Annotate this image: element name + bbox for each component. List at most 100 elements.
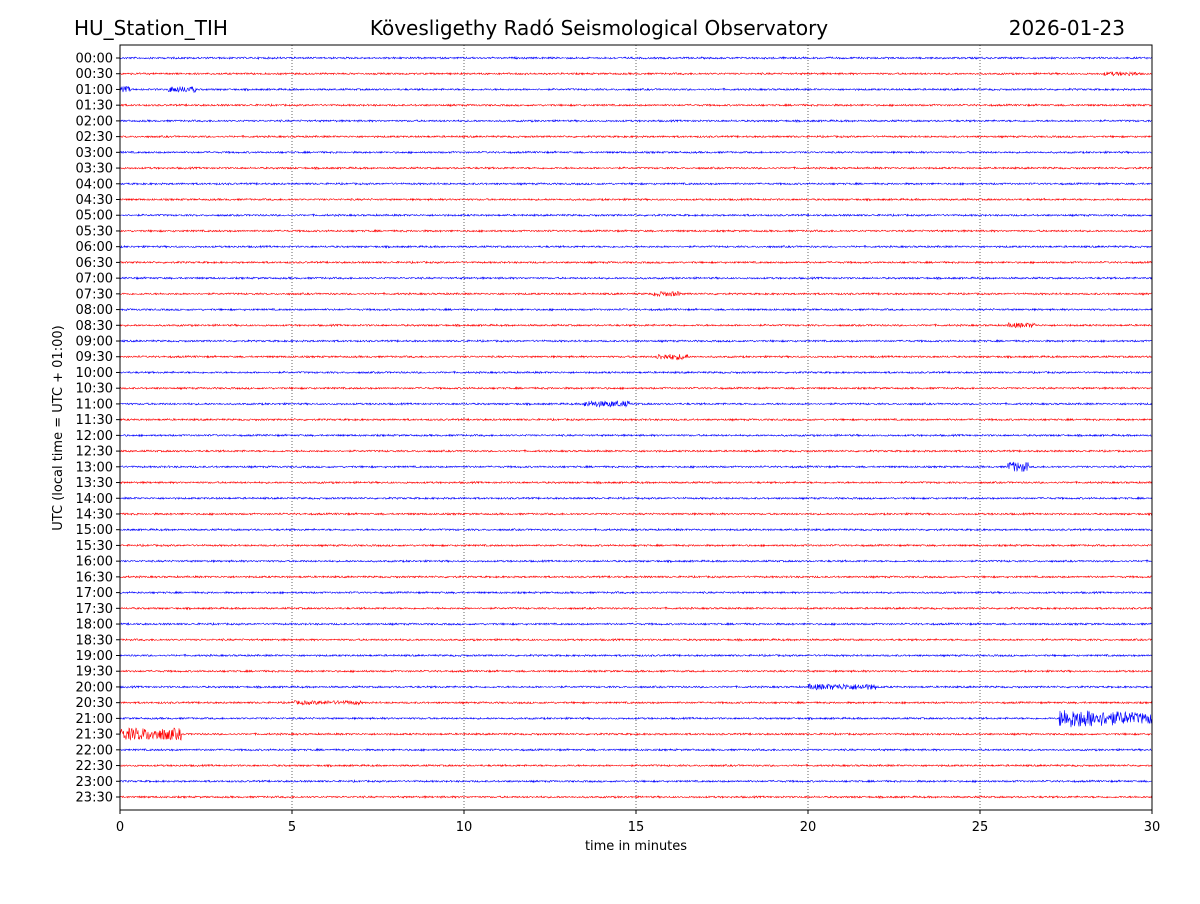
y-tick-label: 14:30 xyxy=(76,507,113,522)
trace-1130 xyxy=(119,417,1153,422)
trace-1030 xyxy=(119,386,1153,391)
trace-0830 xyxy=(119,322,1153,329)
y-tick-label: 18:30 xyxy=(76,633,113,648)
y-tick-label: 20:30 xyxy=(76,696,113,711)
trace-1300 xyxy=(119,461,1153,473)
x-tick-label: 25 xyxy=(972,820,989,835)
y-tick-label: 02:30 xyxy=(76,130,113,145)
trace-2300 xyxy=(119,779,1153,784)
trace-1000 xyxy=(119,370,1153,375)
y-tick-label: 04:30 xyxy=(76,193,113,208)
y-tick-label: 09:00 xyxy=(76,335,113,350)
trace-1900 xyxy=(119,653,1153,658)
y-tick-label: 04:00 xyxy=(76,177,113,192)
trace-0530 xyxy=(119,228,1153,233)
x-tick-label: 30 xyxy=(1144,820,1161,835)
trace-0800 xyxy=(119,307,1153,312)
y-tick-label: 16:30 xyxy=(76,570,113,585)
trace-0030 xyxy=(119,71,1153,77)
y-tick-label: 01:00 xyxy=(76,83,113,98)
grid-lines xyxy=(291,45,981,810)
y-tick-label: 23:00 xyxy=(76,775,113,790)
trace-2230 xyxy=(119,763,1153,768)
trace-1530 xyxy=(119,543,1153,548)
trace-0430 xyxy=(119,197,1153,202)
trace-0200 xyxy=(119,118,1153,123)
trace-0000 xyxy=(119,55,1153,61)
trace-1500 xyxy=(119,527,1153,532)
y-tick-label: 14:00 xyxy=(76,492,113,507)
trace-1800 xyxy=(119,621,1153,627)
trace-1830 xyxy=(119,637,1153,642)
trace-2000 xyxy=(119,683,1153,691)
chart-title: Kövesligethy Radó Seismological Observat… xyxy=(370,16,828,40)
trace-2330 xyxy=(120,795,1153,800)
trace-0100 xyxy=(119,85,1153,93)
y-tick-label: 08:00 xyxy=(76,303,113,318)
x-tick-label: 5 xyxy=(288,820,296,835)
trace-1400 xyxy=(119,496,1152,501)
traces xyxy=(119,55,1153,800)
y-tick-label: 15:00 xyxy=(76,523,113,538)
y-tick-label: 13:00 xyxy=(76,460,113,475)
trace-2200 xyxy=(119,747,1153,752)
y-tick-label: 21:00 xyxy=(76,712,113,727)
trace-0400 xyxy=(119,181,1153,186)
y-tick-label: 05:00 xyxy=(76,209,113,224)
trace-2130 xyxy=(119,727,1153,741)
y-tick-label: 06:00 xyxy=(76,240,113,255)
y-tick-label: 10:00 xyxy=(76,366,113,381)
y-tick-label: 06:30 xyxy=(76,256,113,271)
trace-1600 xyxy=(119,559,1153,564)
y-tick-label: 12:00 xyxy=(76,429,113,444)
trace-0900 xyxy=(119,338,1153,343)
y-tick-label: 18:00 xyxy=(76,618,113,633)
y-tick-label: 19:00 xyxy=(76,649,113,664)
trace-1330 xyxy=(119,480,1153,485)
trace-2100 xyxy=(119,710,1153,728)
y-tick-label: 10:30 xyxy=(76,382,113,397)
trace-1630 xyxy=(119,574,1153,579)
trace-1430 xyxy=(119,512,1153,517)
y-tick-label: 09:30 xyxy=(76,350,113,365)
trace-1230 xyxy=(119,448,1153,454)
trace-0230 xyxy=(119,134,1153,139)
trace-1200 xyxy=(119,433,1153,438)
y-tick-label: 16:00 xyxy=(76,555,113,570)
x-tick-label: 20 xyxy=(800,820,817,835)
trace-0600 xyxy=(119,244,1153,249)
y-tick-label: 13:30 xyxy=(76,476,113,491)
trace-2030 xyxy=(119,699,1153,706)
trace-0930 xyxy=(119,353,1153,361)
x-axis-label: time in minutes xyxy=(585,839,687,854)
x-tick-label: 10 xyxy=(456,820,473,835)
y-tick-label: 07:00 xyxy=(76,272,113,287)
trace-1930 xyxy=(120,669,1153,674)
y-tick-label: 11:30 xyxy=(76,413,113,428)
y-tick-label: 01:30 xyxy=(76,99,113,114)
trace-1700 xyxy=(119,590,1153,595)
x-axis: 0 5 10 15 20 25 30 xyxy=(116,810,1160,835)
station-title: HU_Station_TIH xyxy=(74,16,228,40)
x-tick-label: 15 xyxy=(628,820,645,835)
trace-1730 xyxy=(119,606,1153,611)
y-tick-label: 19:30 xyxy=(76,665,113,680)
trace-0700 xyxy=(119,276,1153,281)
date-title: 2026-01-23 xyxy=(1009,16,1125,40)
y-tick-label: 11:00 xyxy=(76,397,113,412)
y-tick-label: 00:30 xyxy=(76,67,113,82)
y-tick-label: 02:00 xyxy=(76,114,113,129)
y-tick-label: 23:30 xyxy=(76,791,113,806)
trace-0630 xyxy=(119,260,1153,265)
y-axis: 00:0000:3001:0001:3002:0002:3003:0003:30… xyxy=(76,52,120,806)
y-tick-label: 03:30 xyxy=(76,162,113,177)
y-tick-label: 22:00 xyxy=(76,743,113,758)
trace-0330 xyxy=(119,165,1153,171)
trace-0300 xyxy=(119,150,1153,155)
y-tick-label: 17:30 xyxy=(76,602,113,617)
y-tick-label: 07:30 xyxy=(76,287,113,302)
y-tick-label: 00:00 xyxy=(76,52,113,67)
y-tick-label: 20:00 xyxy=(76,680,113,695)
trace-0500 xyxy=(119,213,1153,218)
